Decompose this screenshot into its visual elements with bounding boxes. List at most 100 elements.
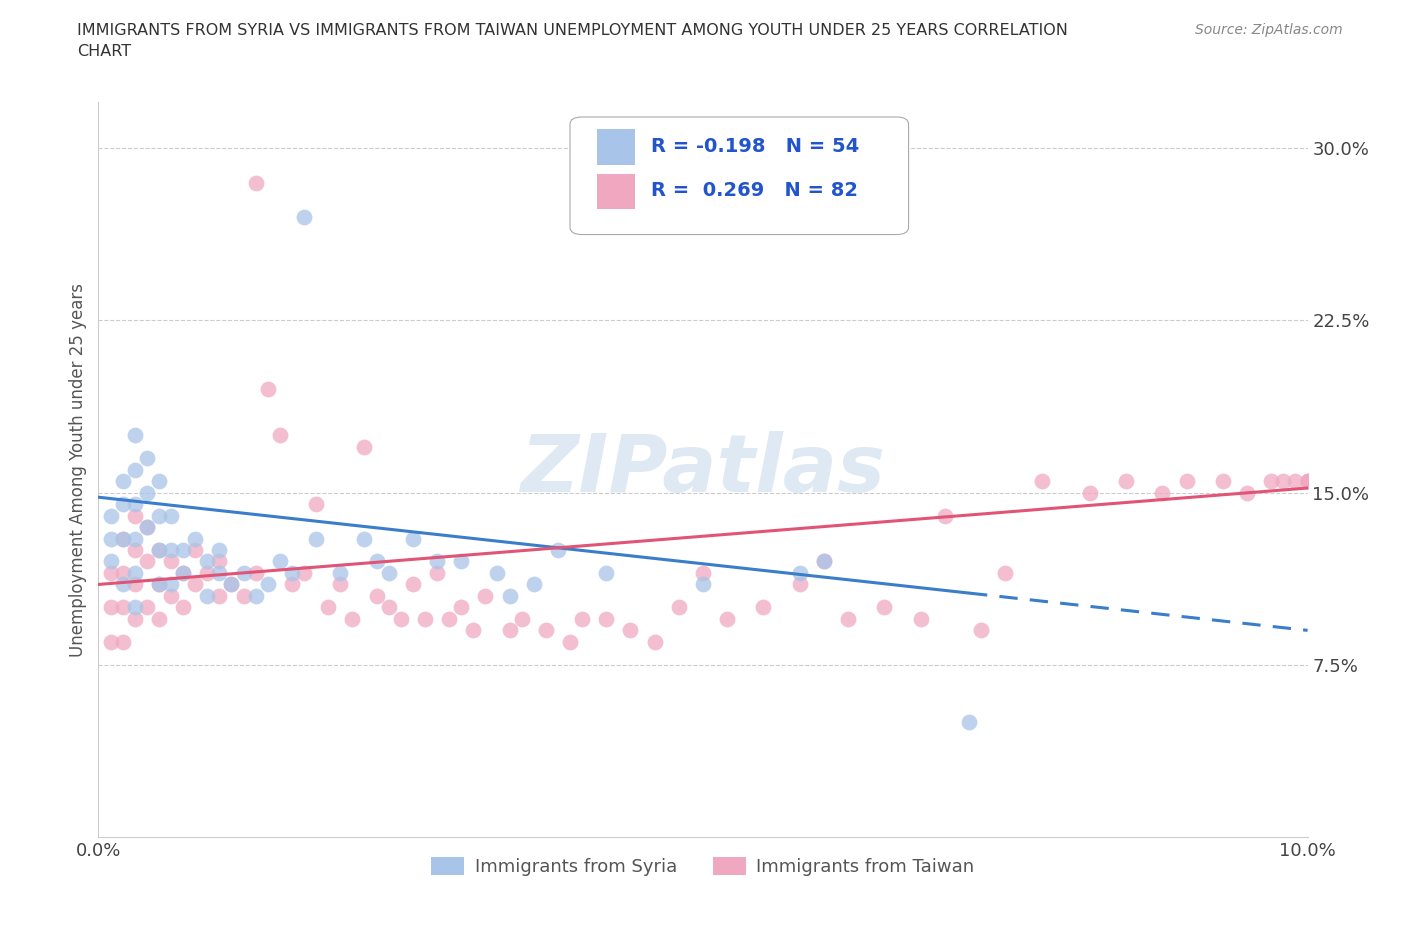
Bar xyxy=(596,174,636,209)
Point xyxy=(692,565,714,580)
Point xyxy=(160,589,183,604)
Point xyxy=(148,577,170,591)
Point xyxy=(124,497,146,512)
Point xyxy=(135,485,157,500)
Point xyxy=(100,600,122,615)
Point xyxy=(208,565,231,580)
Point xyxy=(195,589,218,604)
Point xyxy=(232,589,254,604)
Point xyxy=(281,565,304,580)
Point xyxy=(160,542,183,557)
Point xyxy=(148,473,170,488)
Point xyxy=(124,542,146,557)
Point xyxy=(329,577,352,591)
Point xyxy=(124,531,146,546)
Point xyxy=(124,600,146,615)
Point xyxy=(208,542,231,557)
Point xyxy=(124,462,146,477)
Point xyxy=(135,600,157,615)
Point xyxy=(366,554,388,569)
Point xyxy=(450,600,472,615)
Point xyxy=(486,565,509,580)
Point xyxy=(510,611,533,626)
Point xyxy=(1212,473,1234,488)
Point xyxy=(148,508,170,523)
Text: Source: ZipAtlas.com: Source: ZipAtlas.com xyxy=(1195,23,1343,37)
Point xyxy=(195,565,218,580)
Point xyxy=(256,382,278,397)
Point xyxy=(111,600,134,615)
Point xyxy=(426,565,449,580)
Point xyxy=(595,565,617,580)
Point xyxy=(245,175,267,190)
Point xyxy=(124,611,146,626)
Point xyxy=(547,542,569,557)
Point xyxy=(1296,473,1319,488)
Point xyxy=(619,623,641,638)
Point xyxy=(221,577,243,591)
Point xyxy=(1260,473,1282,488)
Point xyxy=(148,577,170,591)
Point xyxy=(970,623,993,638)
Bar xyxy=(596,129,636,165)
Point xyxy=(160,554,183,569)
Point xyxy=(148,542,170,557)
Point xyxy=(934,508,956,523)
Point xyxy=(523,577,546,591)
Point xyxy=(135,451,157,466)
Point xyxy=(100,634,122,649)
Text: IMMIGRANTS FROM SYRIA VS IMMIGRANTS FROM TAIWAN UNEMPLOYMENT AMONG YOUTH UNDER 2: IMMIGRANTS FROM SYRIA VS IMMIGRANTS FROM… xyxy=(77,23,1069,38)
Point xyxy=(873,600,896,615)
Point xyxy=(135,520,157,535)
Point xyxy=(124,428,146,443)
Point xyxy=(752,600,775,615)
Point xyxy=(172,565,194,580)
Point xyxy=(957,715,980,730)
Point xyxy=(221,577,243,591)
Point xyxy=(534,623,557,638)
Point xyxy=(111,497,134,512)
Point xyxy=(111,531,134,546)
Point xyxy=(1272,473,1295,488)
Point xyxy=(413,611,436,626)
Point xyxy=(160,508,183,523)
Point xyxy=(100,531,122,546)
Point xyxy=(402,531,425,546)
FancyBboxPatch shape xyxy=(569,117,908,234)
Point xyxy=(366,589,388,604)
Text: R =  0.269   N = 82: R = 0.269 N = 82 xyxy=(651,181,858,200)
Point xyxy=(256,577,278,591)
Point xyxy=(305,531,328,546)
Text: CHART: CHART xyxy=(77,44,131,59)
Point xyxy=(111,473,134,488)
Point xyxy=(184,531,207,546)
Point xyxy=(208,589,231,604)
Point xyxy=(135,520,157,535)
Point xyxy=(1236,485,1258,500)
Point xyxy=(269,428,291,443)
Point xyxy=(135,554,157,569)
Point xyxy=(281,577,304,591)
Point xyxy=(111,634,134,649)
Point xyxy=(389,611,412,626)
Point xyxy=(111,565,134,580)
Point xyxy=(692,577,714,591)
Point xyxy=(172,600,194,615)
Point xyxy=(245,589,267,604)
Point xyxy=(1296,473,1319,488)
Point xyxy=(789,577,811,591)
Point xyxy=(994,565,1017,580)
Point xyxy=(571,611,593,626)
Point xyxy=(184,542,207,557)
Point xyxy=(353,439,375,454)
Point xyxy=(377,600,399,615)
Point xyxy=(716,611,738,626)
Point xyxy=(426,554,449,569)
Point xyxy=(1175,473,1198,488)
Point xyxy=(1284,473,1306,488)
Point xyxy=(111,531,134,546)
Point xyxy=(269,554,291,569)
Point xyxy=(595,611,617,626)
Point xyxy=(148,611,170,626)
Point xyxy=(1078,485,1101,500)
